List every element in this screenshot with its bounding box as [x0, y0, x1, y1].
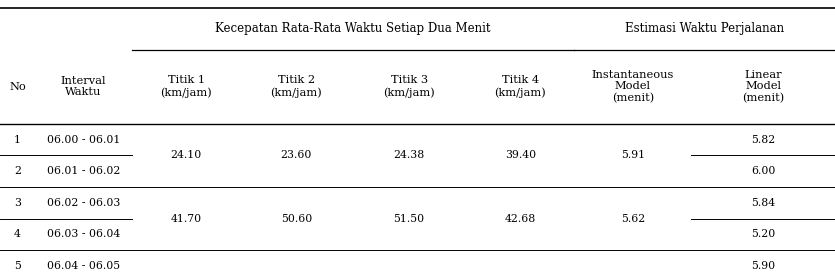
Text: 23.60: 23.60 — [281, 150, 312, 160]
Text: 4: 4 — [14, 229, 21, 240]
Text: 24.38: 24.38 — [393, 150, 425, 160]
Text: No: No — [9, 82, 26, 92]
Text: Estimasi Waktu Perjalanan: Estimasi Waktu Perjalanan — [625, 22, 784, 35]
Text: Titik 4
(km/jam): Titik 4 (km/jam) — [494, 75, 546, 98]
Text: 5.20: 5.20 — [751, 229, 776, 240]
Text: 5.82: 5.82 — [751, 134, 776, 145]
Text: 5.84: 5.84 — [752, 198, 775, 208]
Text: 5.62: 5.62 — [620, 214, 645, 224]
Text: 5.90: 5.90 — [752, 261, 775, 271]
Text: 06.02 - 06.03: 06.02 - 06.03 — [47, 198, 120, 208]
Text: 2: 2 — [14, 166, 21, 176]
Text: 06.04 - 06.05: 06.04 - 06.05 — [47, 261, 120, 271]
Text: Interval
Waktu: Interval Waktu — [61, 76, 106, 97]
Text: 3: 3 — [14, 198, 21, 208]
Text: 06.03 - 06.04: 06.03 - 06.04 — [47, 229, 120, 240]
Text: 6.00: 6.00 — [751, 166, 776, 176]
Text: Instantaneous
Model
(menit): Instantaneous Model (menit) — [592, 70, 674, 103]
Text: 5: 5 — [14, 261, 21, 271]
Text: 5.91: 5.91 — [621, 150, 645, 160]
Text: Kecepatan Rata-Rata Waktu Setiap Dua Menit: Kecepatan Rata-Rata Waktu Setiap Dua Men… — [215, 22, 491, 35]
Text: 51.50: 51.50 — [393, 214, 425, 224]
Text: 24.10: 24.10 — [170, 150, 202, 160]
Text: Titik 3
(km/jam): Titik 3 (km/jam) — [383, 75, 435, 98]
Text: 41.70: 41.70 — [170, 214, 202, 224]
Text: 50.60: 50.60 — [281, 214, 312, 224]
Text: Linear
Model
(menit): Linear Model (menit) — [742, 70, 784, 103]
Text: 1: 1 — [14, 134, 21, 145]
Text: 06.01 - 06.02: 06.01 - 06.02 — [47, 166, 120, 176]
Text: 06.00 - 06.01: 06.00 - 06.01 — [47, 134, 120, 145]
Text: 39.40: 39.40 — [504, 150, 536, 160]
Text: 42.68: 42.68 — [504, 214, 536, 224]
Text: Titik 1
(km/jam): Titik 1 (km/jam) — [160, 75, 212, 98]
Text: Titik 2
(km/jam): Titik 2 (km/jam) — [271, 75, 322, 98]
